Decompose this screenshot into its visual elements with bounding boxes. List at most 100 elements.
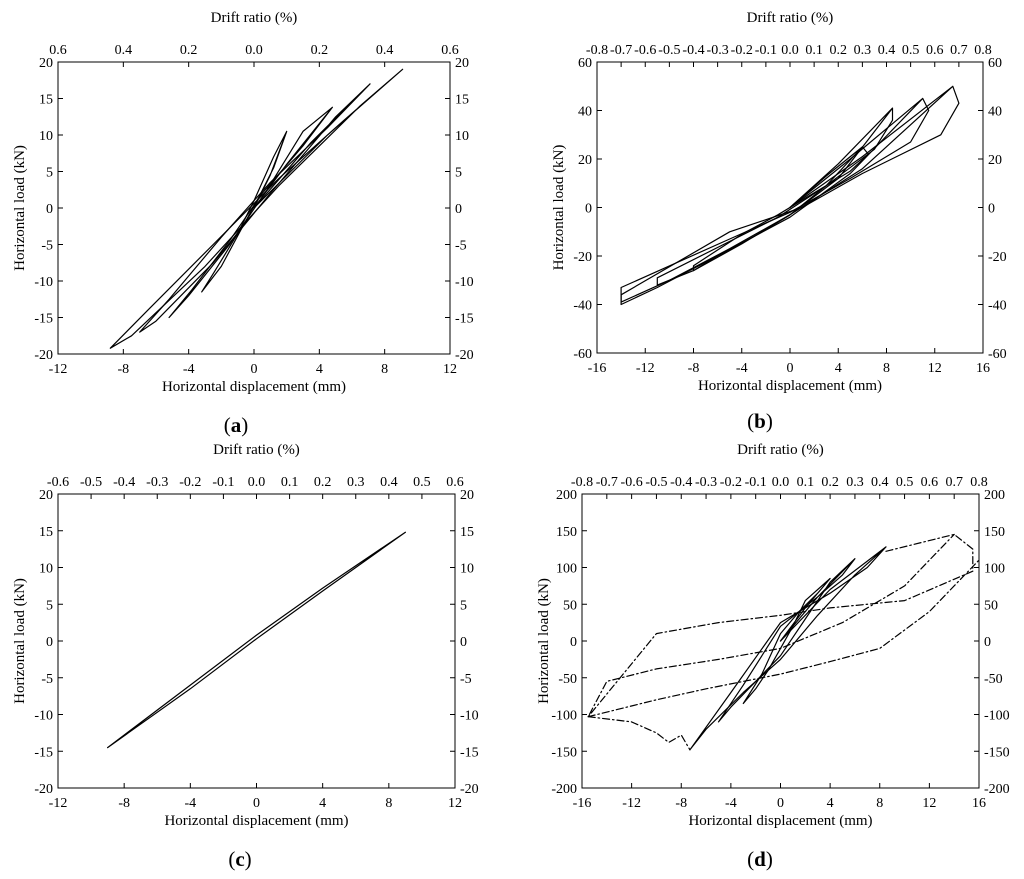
panel-label-close-paren: ) bbox=[245, 847, 252, 871]
y-tick-label: 15 bbox=[39, 93, 53, 108]
panel-label-open-paren: ( bbox=[228, 847, 235, 871]
y-tick-label: -15 bbox=[34, 745, 53, 760]
top-axis-title: Drift ratio (%) bbox=[213, 442, 300, 458]
x-tick-label: 8 bbox=[381, 362, 388, 377]
x-tick-label: 12 bbox=[443, 362, 457, 377]
y-tick-label-right: 5 bbox=[460, 598, 467, 613]
panel-label: (b) bbox=[747, 409, 773, 433]
y-tick-label-right: -20 bbox=[455, 348, 474, 363]
y-tick-label: 5 bbox=[46, 166, 53, 181]
top-tick-label: -0.1 bbox=[755, 43, 777, 58]
top-tick-label: -0.6 bbox=[634, 43, 656, 58]
y-tick-label-right: 200 bbox=[984, 488, 1005, 503]
panel-label-open-paren: ( bbox=[224, 413, 231, 437]
top-tick-label: 0.7 bbox=[945, 475, 963, 490]
y-tick-label-right: -5 bbox=[455, 239, 467, 254]
y-tick-label-right: -10 bbox=[460, 709, 479, 724]
top-tick-label: 0.6 bbox=[441, 43, 459, 58]
top-tick-label: -0.5 bbox=[80, 475, 102, 490]
y-tick-label-right: 150 bbox=[984, 525, 1005, 540]
y-tick-label: 60 bbox=[578, 56, 592, 71]
y-tick-label-right: 60 bbox=[988, 56, 1002, 71]
top-tick-label: 0.0 bbox=[245, 43, 263, 58]
plot-frame bbox=[57, 493, 456, 789]
y-tick-label: -150 bbox=[551, 745, 577, 760]
top-tick-label: -0.6 bbox=[621, 475, 643, 490]
x-tick-label: 8 bbox=[883, 361, 890, 376]
y-tick-label: -10 bbox=[34, 275, 53, 290]
top-tick-label: -0.7 bbox=[596, 475, 618, 490]
top-tick-label: -0.4 bbox=[682, 43, 704, 58]
top-tick-label: 0.6 bbox=[446, 475, 464, 490]
y-tick-label-right: -40 bbox=[988, 299, 1007, 314]
y-tick-label-right: 15 bbox=[460, 525, 474, 540]
series-line-2 bbox=[656, 107, 894, 286]
y-tick-label-right: 50 bbox=[984, 598, 998, 613]
x-tick-label: 12 bbox=[922, 796, 936, 811]
y-tick-label: 0 bbox=[570, 635, 577, 650]
top-tick-label: 0.6 bbox=[926, 43, 944, 58]
series-line-1 bbox=[168, 106, 333, 319]
x-tick-label: 0 bbox=[251, 362, 258, 377]
y-tick-label: 15 bbox=[39, 525, 53, 540]
y-tick-label-right: -10 bbox=[455, 275, 474, 290]
y-axis-title: Horizontal load (kN) bbox=[12, 578, 28, 704]
top-tick-label: -0.5 bbox=[658, 43, 680, 58]
top-tick-label: -0.5 bbox=[645, 475, 667, 490]
top-tick-label: -0.8 bbox=[586, 43, 608, 58]
y-tick-label: -50 bbox=[558, 672, 577, 687]
y-tick-label: -5 bbox=[41, 672, 53, 687]
top-tick-label: 0.4 bbox=[115, 43, 133, 58]
top-tick-label: -0.6 bbox=[47, 475, 69, 490]
top-tick-label: 0.8 bbox=[974, 43, 992, 58]
y-tick-label: 100 bbox=[556, 562, 577, 577]
top-tick-label: -0.2 bbox=[720, 475, 742, 490]
x-tick-label: -4 bbox=[183, 362, 195, 377]
series-line-2 bbox=[139, 83, 371, 333]
top-tick-label: 0.2 bbox=[180, 43, 198, 58]
top-tick-label: -0.3 bbox=[146, 475, 168, 490]
top-tick-label: -0.2 bbox=[179, 475, 201, 490]
series-line-3 bbox=[742, 577, 831, 705]
x-tick-label: 16 bbox=[976, 361, 990, 376]
y-tick-label: 20 bbox=[39, 56, 53, 71]
chart-panel-c: -12 -8 -4 0 4 8 12 -0.6 -0.5 -0.4 -0.3 -0.2 -0.1 0.0 0… bbox=[12, 442, 479, 871]
x-tick-label: -8 bbox=[117, 362, 129, 377]
top-tick-label: 0.2 bbox=[314, 475, 332, 490]
panel-label-close-paren: ) bbox=[241, 413, 248, 437]
x-tick-label: 4 bbox=[316, 362, 323, 377]
top-tick-label: 0.6 bbox=[921, 475, 939, 490]
x-axis-title: Horizontal displacement (mm) bbox=[164, 813, 348, 829]
y-tick-label-right: 0 bbox=[455, 202, 462, 217]
x-axis-title: Horizontal displacement (mm) bbox=[688, 813, 872, 829]
y-tick-label: 50 bbox=[563, 598, 577, 613]
top-tick-label: 0.2 bbox=[830, 43, 848, 58]
y-tick-label: -60 bbox=[573, 347, 592, 362]
series-line-5 bbox=[587, 559, 980, 718]
panel-label-close-paren: ) bbox=[766, 409, 773, 433]
x-tick-label: -8 bbox=[118, 796, 130, 811]
y-tick-label-right: 0 bbox=[984, 635, 991, 650]
y-tick-label-right: 10 bbox=[455, 129, 469, 144]
y-tick-label: 20 bbox=[578, 153, 592, 168]
panel-label: (a) bbox=[224, 413, 249, 437]
top-tick-label: -0.7 bbox=[610, 43, 632, 58]
top-tick-label: -0.1 bbox=[212, 475, 234, 490]
top-tick-label: 0.1 bbox=[281, 475, 299, 490]
top-tick-label: -0.3 bbox=[695, 475, 717, 490]
top-tick-label: 0.1 bbox=[797, 475, 815, 490]
x-tick-label: 4 bbox=[835, 361, 842, 376]
x-tick-label: -4 bbox=[725, 796, 737, 811]
y-tick-label: 200 bbox=[556, 488, 577, 503]
y-tick-label-right: 15 bbox=[455, 93, 469, 108]
series-line-4 bbox=[587, 533, 974, 718]
y-tick-label-right: -100 bbox=[984, 709, 1010, 724]
top-tick-label: 0.3 bbox=[347, 475, 365, 490]
top-tick-label: 0.4 bbox=[871, 475, 889, 490]
y-tick-label-right: -15 bbox=[460, 745, 479, 760]
y-tick-label-right: 0 bbox=[988, 202, 995, 217]
top-tick-label: 0.7 bbox=[950, 43, 968, 58]
x-tick-label: -4 bbox=[736, 361, 748, 376]
top-tick-label: 0.4 bbox=[380, 475, 398, 490]
y-tick-label-right: -20 bbox=[988, 250, 1007, 265]
